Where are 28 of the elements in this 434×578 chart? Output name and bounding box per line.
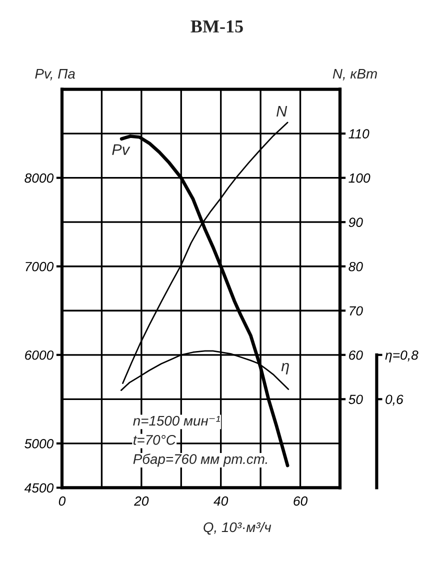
y2-tick-label: 80 — [348, 262, 363, 272]
chart-title: ВМ-15 — [190, 20, 243, 33]
y3-tick-label: η=0,8 — [385, 350, 418, 362]
x-tick-label: 40 — [214, 496, 228, 506]
y2-tick-label: 90 — [348, 218, 363, 228]
series-label: Pv — [112, 144, 130, 155]
x-tick-label: 0 — [58, 496, 66, 506]
y2-tick-label: 110 — [348, 129, 370, 138]
y-tick-label: 4500 — [24, 483, 54, 493]
x-tick-label: 20 — [134, 496, 149, 506]
y-tick-label: 5000 — [24, 439, 54, 448]
y2-tick-label: 70 — [350, 306, 363, 316]
y-tick-label: 6000 — [25, 350, 54, 360]
annotation: n=1500 мин⁻¹ — [133, 416, 220, 426]
annotation: Pбар=760 мм рт.ст. — [133, 454, 267, 467]
y2-tick-label: 50 — [348, 394, 363, 404]
annotation: t=70°C — [134, 434, 176, 445]
x-axis-title: Q, 10³·м³/ч — [204, 522, 272, 535]
series-label: η — [281, 362, 289, 374]
y-tick-label: 8000 — [24, 173, 54, 183]
y-tick-label: 7000 — [26, 262, 54, 272]
y-axis-title: Pv, Па — [35, 68, 75, 80]
y2-tick-label: 100 — [348, 173, 370, 183]
x-tick-label: 60 — [294, 496, 308, 506]
series-label: N — [276, 106, 288, 116]
y2-axis-title: N, кВт — [332, 68, 377, 80]
y2-tick-label: 60 — [349, 350, 363, 360]
y3-tick-label: 0,6 — [386, 394, 404, 406]
